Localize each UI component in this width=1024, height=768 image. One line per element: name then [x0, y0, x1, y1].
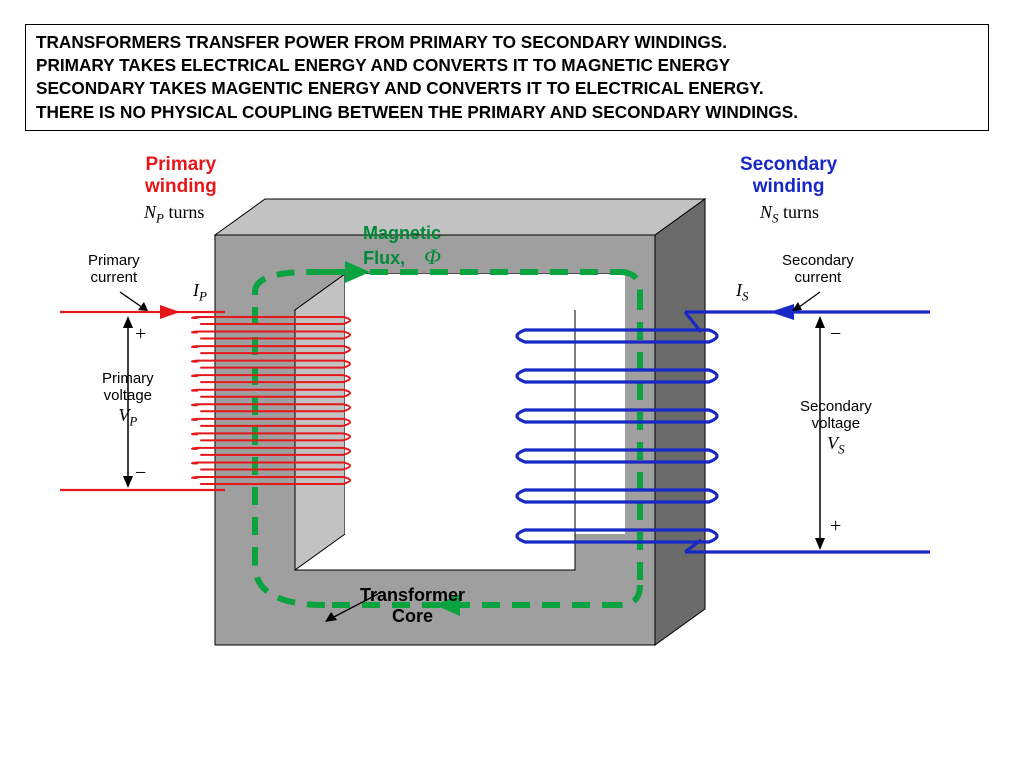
sec-volt-1: Secondary [800, 398, 872, 415]
primary-winding-line1: Primary [145, 154, 216, 175]
primary-current-2: current [90, 269, 137, 286]
primary-winding-label: Primary winding [145, 154, 217, 198]
np-turns: NP turns [144, 202, 204, 226]
phi-symbol: Φ [424, 244, 441, 269]
header-line-2: PRIMARY TAKES ELECTRICAL ENERGY AND CONV… [36, 55, 730, 75]
np-sub: P [156, 211, 164, 226]
core-lbl-1: Transformer [360, 585, 465, 605]
core-label: Transformer Core [360, 585, 465, 626]
primary-current-1: Primary [88, 252, 140, 269]
transformer-diagram: Primary winding NP turns Primary current… [60, 160, 960, 720]
magflux-2: Flux, [363, 248, 405, 268]
np-base: N [144, 202, 156, 222]
sec-current-2: current [795, 269, 842, 286]
plus-p: + [135, 323, 146, 345]
secondary-plus: + [830, 515, 841, 538]
primary-current-label: Primary current [88, 252, 140, 287]
header-box: TRANSFORMERS TRANSFER POWER FROM PRIMARY… [25, 24, 989, 131]
vp-base: V [118, 405, 129, 425]
prim-volt-2: voltage [104, 387, 152, 404]
primary-minus: − [135, 462, 146, 485]
ip-sub: P [199, 289, 207, 304]
header-line-1: TRANSFORMERS TRANSFER POWER FROM PRIMARY… [36, 32, 727, 52]
ip-label: IP [193, 280, 207, 304]
vp-sub: P [129, 413, 137, 428]
core-lbl-2: Core [392, 606, 433, 626]
sec-current-1: Secondary [782, 252, 854, 269]
primary-voltage-label: Primary voltage VP [102, 370, 154, 429]
header-line-3: SECONDARY TAKES MAGENTIC ENERGY AND CONV… [36, 78, 764, 98]
minus-p: − [135, 462, 146, 484]
secondary-voltage-label: Secondary voltage VS [800, 398, 872, 457]
np-suffix: turns [164, 202, 205, 222]
sec-winding-1: Secondary [740, 154, 837, 175]
sec-winding-2: winding [753, 176, 825, 197]
prim-volt-1: Primary [102, 370, 154, 387]
secondary-winding-label: Secondary winding [740, 154, 837, 198]
magflux-1: Magnetic [363, 223, 441, 243]
minus-s: − [830, 323, 841, 345]
magnetic-flux-label: Magnetic Flux, Φ [363, 223, 441, 269]
ns-suffix: turns [779, 202, 820, 222]
primary-winding-line2: winding [145, 176, 217, 197]
ns-base: N [760, 202, 772, 222]
is-sub: S [742, 289, 748, 304]
vs-base: V [827, 433, 838, 453]
sec-volt-2: voltage [812, 415, 860, 432]
primary-plus: + [135, 323, 146, 346]
secondary-minus: − [830, 323, 841, 346]
ns-turns: NS turns [760, 202, 819, 226]
secondary-current-label: Secondary current [782, 252, 854, 287]
header-line-4: THERE IS NO PHYSICAL COUPLING BETWEEN TH… [36, 102, 798, 122]
vs-sub: S [838, 441, 844, 456]
plus-s: + [830, 515, 841, 537]
is-label: IS [736, 280, 748, 304]
